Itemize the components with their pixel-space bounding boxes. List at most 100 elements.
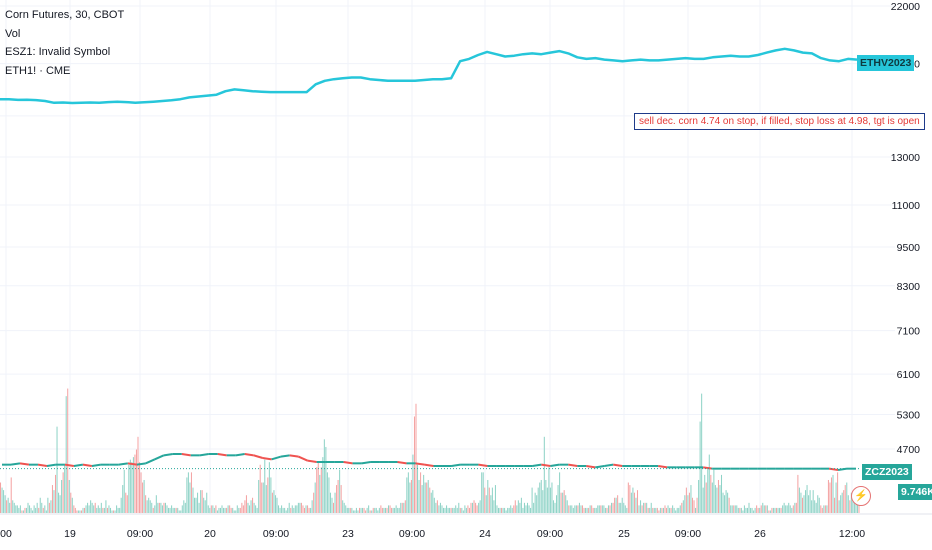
- volume-bar: [497, 507, 500, 513]
- volume-bar: [108, 505, 110, 513]
- volume-bar: [618, 502, 620, 513]
- volume-bar: [798, 487, 800, 513]
- zc-segment: [235, 453, 245, 457]
- volume-bar: [299, 502, 301, 513]
- volume-bar: [409, 482, 411, 513]
- volume-bar: [51, 485, 53, 513]
- volume-bar: [461, 507, 463, 513]
- volume-bar: [531, 487, 533, 513]
- volume-bar: [806, 485, 808, 513]
- volume-bar: [392, 507, 394, 513]
- legend-main-symbol[interactable]: Corn Futures, 30, CBOT: [5, 9, 125, 21]
- volume-bar: [152, 507, 154, 513]
- volume-bar: [412, 454, 414, 513]
- zc-segment: [415, 462, 425, 466]
- volume-bar: [612, 502, 614, 513]
- volume-bar: [769, 510, 771, 513]
- zc-segment: [127, 462, 137, 466]
- zc-segment: [73, 463, 84, 467]
- volume-bar: [415, 403, 417, 513]
- volume-bar: [823, 505, 825, 513]
- volume-bar: [724, 495, 726, 513]
- volume-bar: [189, 482, 191, 513]
- volume-bar: [468, 507, 470, 513]
- volume-bar: [32, 510, 34, 513]
- zc-segment: [280, 454, 290, 458]
- volume-bar: [846, 482, 848, 513]
- volume-bar: [284, 507, 286, 513]
- volume-bar: [407, 472, 409, 513]
- volume-bar: [698, 479, 700, 513]
- volume-bar: [207, 505, 209, 513]
- text-annotation[interactable]: sell dec. corn 4.74 on stop, if filled, …: [634, 113, 925, 130]
- zc-segment: [568, 463, 578, 467]
- volume-bar: [516, 505, 518, 513]
- volume-bar: [420, 472, 422, 513]
- volume-bar: [236, 505, 238, 513]
- zc-segment: [397, 461, 407, 465]
- volume-bar: [274, 495, 276, 513]
- volume-bar: [676, 507, 678, 513]
- volume-bar: [656, 507, 658, 513]
- zc-segment: [361, 461, 371, 465]
- volume-bar: [578, 502, 580, 513]
- volume-bars: [0, 388, 860, 513]
- volume-bar: [194, 497, 196, 513]
- volume-bar: [630, 492, 632, 513]
- volume-bar: [314, 482, 316, 513]
- zc-segment: [703, 466, 713, 470]
- volume-bar: [171, 505, 173, 513]
- volume-bar: [775, 507, 778, 513]
- volume-bar: [467, 505, 469, 513]
- zc-segment: [145, 458, 156, 465]
- legend-compare-esz1[interactable]: ESZ1: Invalid Symbol: [5, 46, 111, 58]
- volume-bar: [163, 502, 165, 513]
- volume-bar: [725, 490, 727, 513]
- volume-bar: [442, 507, 445, 513]
- volume-bar: [180, 510, 182, 513]
- zc-segment: [343, 461, 353, 465]
- volume-bar: [365, 510, 367, 513]
- volume-bar: [743, 505, 745, 513]
- volume-bar: [126, 495, 128, 513]
- volume-bar: [313, 492, 315, 513]
- volume-bar: [339, 469, 341, 513]
- volume-bar: [482, 472, 484, 513]
- volume-bar: [48, 502, 50, 513]
- y-tick-label: 22000: [891, 1, 920, 13]
- volume-bar: [713, 469, 715, 513]
- legend-compare-eth1[interactable]: ETH1! · CME: [5, 64, 71, 77]
- volume-bar: [556, 495, 558, 513]
- volume-bar: [797, 474, 799, 513]
- volume-bar: [439, 502, 441, 513]
- volume-bar: [45, 510, 47, 513]
- volume-bar: [248, 505, 251, 513]
- volume-bar: [109, 507, 112, 513]
- volume-bar: [659, 507, 661, 513]
- volume-bar: [233, 510, 235, 513]
- volume-bar: [71, 497, 73, 513]
- zc-segment: [154, 454, 165, 461]
- volume-bar: [525, 505, 527, 513]
- lightning-icon[interactable]: ⚡: [851, 486, 871, 506]
- volume-bar: [763, 505, 765, 513]
- volume-bar: [102, 507, 104, 513]
- volume-bar: [780, 507, 782, 513]
- volume-bar: [368, 505, 370, 513]
- volume-bar: [229, 505, 231, 513]
- volume-bar: [658, 510, 660, 513]
- volume-bar: [7, 497, 9, 513]
- volume-bar: [219, 507, 221, 513]
- volume-bar: [395, 505, 397, 513]
- volume-bar: [858, 500, 860, 513]
- volume-bar: [158, 502, 160, 513]
- volume-bar: [436, 500, 438, 513]
- legend-volume[interactable]: Vol: [5, 27, 21, 40]
- volume-bar: [586, 507, 588, 513]
- y-tick-label: 7100: [897, 326, 921, 338]
- volume-bar: [279, 507, 281, 513]
- volume-bar: [759, 507, 761, 513]
- volume-bar: [455, 505, 457, 513]
- volume-bar: [563, 490, 565, 513]
